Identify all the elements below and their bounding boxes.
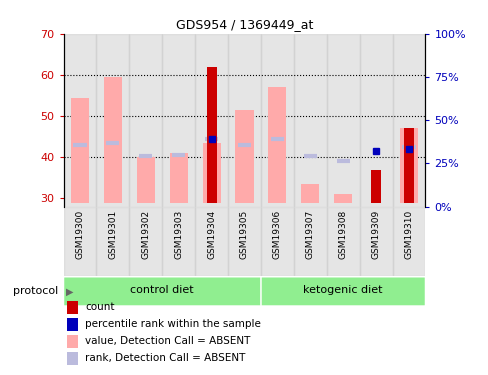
Bar — [268, 87, 286, 202]
Bar — [169, 153, 187, 203]
Bar — [261, 34, 293, 207]
Bar — [63, 207, 96, 276]
Bar — [206, 67, 216, 203]
Bar — [392, 207, 425, 276]
Bar — [103, 77, 122, 203]
Bar — [293, 34, 326, 207]
Bar — [137, 157, 155, 203]
Text: GSM19304: GSM19304 — [207, 210, 216, 259]
Text: protocol: protocol — [13, 286, 59, 296]
Bar — [71, 98, 89, 202]
FancyBboxPatch shape — [261, 277, 424, 306]
Bar — [370, 170, 380, 202]
Bar — [333, 194, 351, 202]
Bar — [67, 301, 78, 314]
Bar — [67, 318, 78, 331]
Bar — [403, 129, 413, 202]
Bar — [399, 129, 417, 202]
Text: GSM19305: GSM19305 — [240, 210, 248, 260]
Bar — [129, 34, 162, 207]
Bar — [96, 207, 129, 276]
Bar — [359, 207, 392, 276]
Text: GSM19310: GSM19310 — [404, 210, 413, 260]
Bar — [63, 34, 96, 207]
Bar — [326, 207, 359, 276]
Text: GSM19300: GSM19300 — [75, 210, 84, 260]
Text: GSM19306: GSM19306 — [272, 210, 281, 260]
Text: GSM19303: GSM19303 — [174, 210, 183, 260]
Text: GSM19302: GSM19302 — [141, 210, 150, 259]
Text: GSM19307: GSM19307 — [305, 210, 314, 260]
Text: ▶: ▶ — [66, 286, 73, 296]
Bar — [301, 184, 319, 203]
Bar — [359, 34, 392, 207]
Bar — [326, 34, 359, 207]
Bar — [96, 34, 129, 207]
Text: GSM19308: GSM19308 — [338, 210, 347, 260]
Text: GSM19309: GSM19309 — [371, 210, 380, 260]
Bar — [293, 207, 326, 276]
Bar — [227, 34, 261, 207]
Text: ketogenic diet: ketogenic diet — [303, 285, 382, 295]
FancyBboxPatch shape — [64, 277, 260, 306]
Text: rank, Detection Call = ABSENT: rank, Detection Call = ABSENT — [85, 353, 245, 363]
Bar — [202, 143, 220, 202]
Bar — [129, 207, 162, 276]
Bar — [67, 335, 78, 348]
Bar — [195, 34, 227, 207]
Bar — [227, 207, 261, 276]
Bar — [235, 110, 253, 202]
Bar — [162, 34, 195, 207]
Bar — [162, 207, 195, 276]
Title: GDS954 / 1369449_at: GDS954 / 1369449_at — [176, 18, 312, 31]
Bar — [195, 207, 227, 276]
Text: percentile rank within the sample: percentile rank within the sample — [85, 319, 261, 329]
Text: count: count — [85, 302, 115, 312]
Bar — [392, 34, 425, 207]
Text: value, Detection Call = ABSENT: value, Detection Call = ABSENT — [85, 336, 250, 346]
Text: control diet: control diet — [130, 285, 194, 295]
Bar — [67, 352, 78, 365]
Bar — [261, 207, 293, 276]
Text: GSM19301: GSM19301 — [108, 210, 117, 260]
